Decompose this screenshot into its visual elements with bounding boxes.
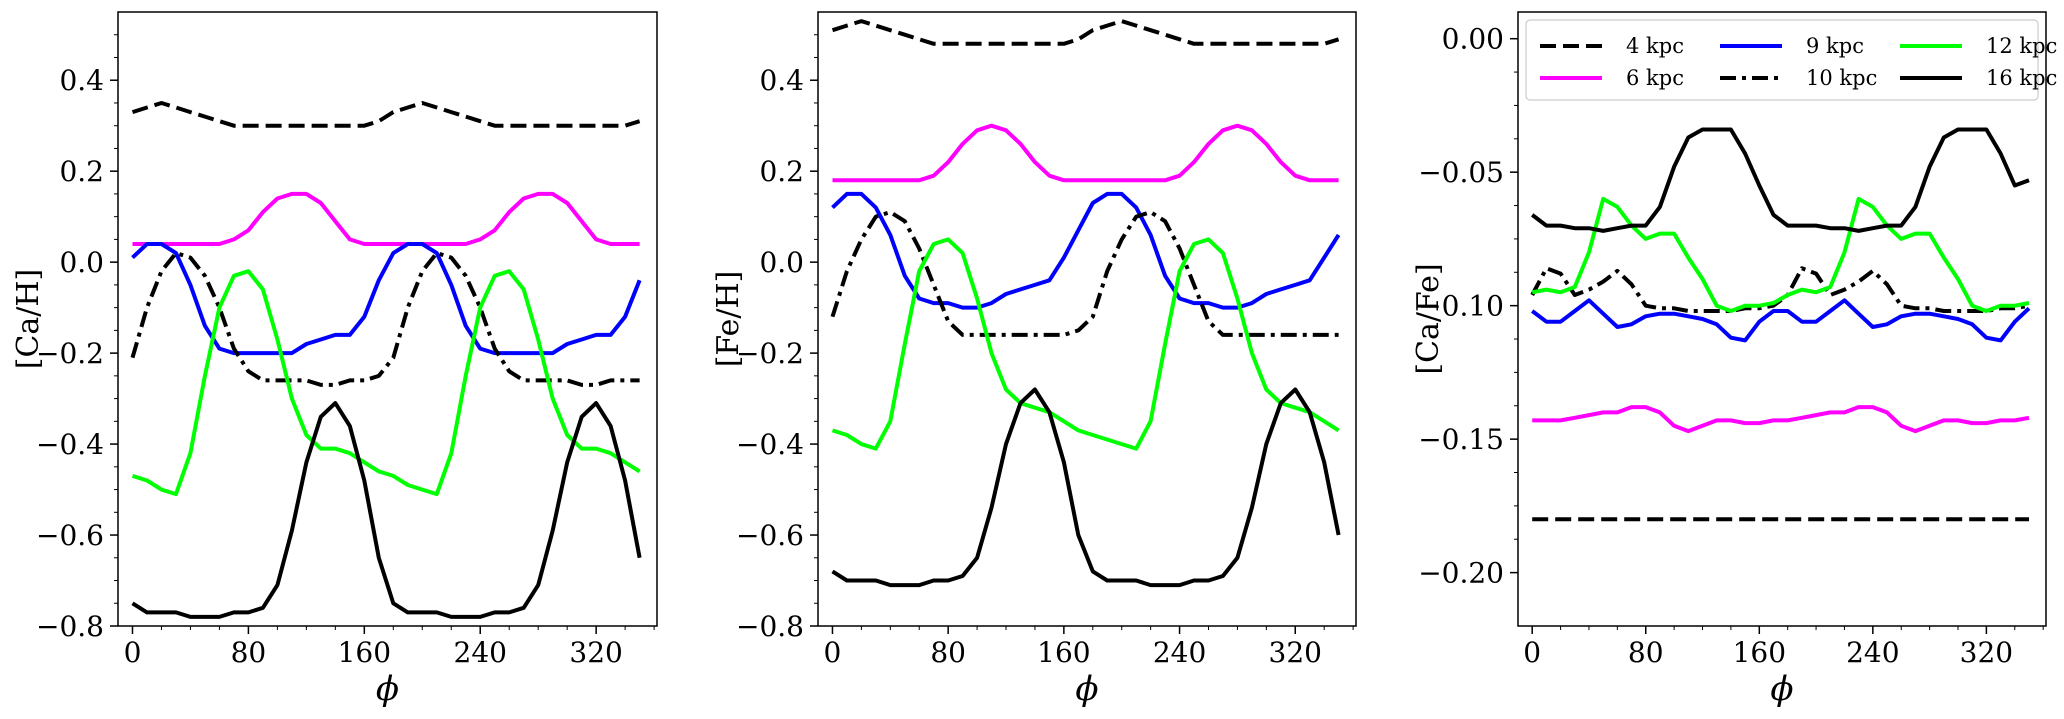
- y-tick-label: 0.2: [759, 155, 804, 188]
- x-tick-label: 160: [1037, 636, 1090, 669]
- series-line-9-kpc: [831, 191, 1341, 310]
- series-line-6-kpc: [1532, 405, 2030, 434]
- y-tick-label: −0.05: [1418, 156, 1504, 189]
- y-tick-label: 0.0: [759, 246, 804, 279]
- series-line-6-kpc: [132, 191, 640, 246]
- x-tick-label: 320: [569, 636, 622, 669]
- series-line-12-kpc: [831, 237, 1340, 451]
- x-tick-label: 160: [1733, 636, 1786, 669]
- series-line-16-kpc: [131, 401, 642, 619]
- x-tick-label: 320: [1960, 636, 2013, 669]
- y-axis-label: [Fe/H]: [711, 271, 746, 368]
- axes-frame: [817, 11, 1357, 627]
- y-tick-label: −0.10: [1418, 290, 1504, 323]
- legend-label: 6 kpc: [1626, 66, 1684, 90]
- x-axis-label: ϕ: [376, 669, 399, 709]
- panel-fe-h: 0 80 160 240 320 −0.8 −0.6 −0.4 −0.2 0.0 0.2 0.4 ϕ [F…: [711, 11, 1357, 709]
- x-axis-label: ϕ: [1770, 669, 1793, 709]
- legend-label: 16 kpc: [1986, 66, 2057, 90]
- legend-label: 4 kpc: [1626, 34, 1684, 58]
- panel-ca-h: 0 80 160 240 320 −0.8 −0.6 −0.4 −0.2 0.0 0.2 0.4 ϕ [C…: [11, 11, 658, 709]
- series-line-6-kpc: [832, 123, 1339, 183]
- y-tick-label: −0.6: [736, 519, 804, 552]
- x-tick-label: 80: [1628, 636, 1664, 669]
- y-tick-label: −0.2: [736, 337, 804, 370]
- panel-ca-fe: 0 80 160 240 320 −0.20 −0.15 −0.10 −0.05 0.00 ϕ [Ca…: [1411, 11, 2057, 709]
- x-tick-label: 240: [1846, 636, 1899, 669]
- legend-label: 12 kpc: [1986, 34, 2057, 58]
- series-line-16-kpc: [831, 387, 1341, 588]
- y-tick-label: 0.4: [59, 64, 104, 97]
- series-line-4-kpc: [131, 101, 641, 128]
- series-line-4-kpc: [831, 19, 1340, 46]
- legend-label: 10 kpc: [1806, 66, 1877, 90]
- series-line-12-kpc: [131, 269, 641, 497]
- axes-frame: [117, 11, 658, 627]
- y-tick-label: −0.4: [36, 428, 104, 461]
- legend-box: [1525, 19, 2039, 101]
- series-line-9-kpc: [1530, 298, 2031, 343]
- y-tick-label: 0.00: [1442, 23, 1504, 56]
- x-tick-label: 240: [454, 636, 507, 669]
- series-line-16-kpc: [1530, 127, 2030, 233]
- x-tick-label: 0: [124, 636, 142, 669]
- y-tick-label: −0.6: [36, 519, 104, 552]
- legend: 4 kpc 6 kpc 9 kpc 10 kpc 12 kpc 16 kpc: [1525, 19, 2057, 101]
- series-line-12-kpc: [1531, 196, 2030, 313]
- legend-label: 9 kpc: [1806, 34, 1864, 58]
- y-tick-label: −0.8: [736, 610, 804, 643]
- series-line-9-kpc: [131, 242, 642, 356]
- series-line-10-kpc: [830, 210, 1339, 337]
- y-tick-label: −0.15: [1418, 423, 1504, 456]
- x-tick-label: 160: [338, 636, 391, 669]
- y-tick-label: −0.4: [736, 428, 804, 461]
- axes-frame: [1517, 11, 2047, 627]
- y-axis-label: [Ca/H]: [11, 269, 46, 370]
- x-tick-label: 0: [824, 636, 842, 669]
- x-tick-label: 320: [1269, 636, 1322, 669]
- x-axis-label: ϕ: [1075, 669, 1098, 709]
- y-tick-label: −0.8: [36, 610, 104, 643]
- y-tick-label: 0.2: [59, 155, 104, 188]
- x-tick-label: 80: [930, 636, 966, 669]
- y-tick-label: −0.20: [1418, 557, 1504, 590]
- y-tick-label: 0.4: [759, 64, 804, 97]
- y-axis-label: [Ca/Fe]: [1411, 263, 1446, 374]
- y-tick-label: 0.0: [59, 246, 104, 279]
- y-tick-label: −0.2: [36, 337, 104, 370]
- series-line-10-kpc: [130, 251, 640, 387]
- x-tick-label: 240: [1153, 636, 1206, 669]
- x-tick-label: 0: [1523, 636, 1541, 669]
- x-tick-label: 80: [231, 636, 267, 669]
